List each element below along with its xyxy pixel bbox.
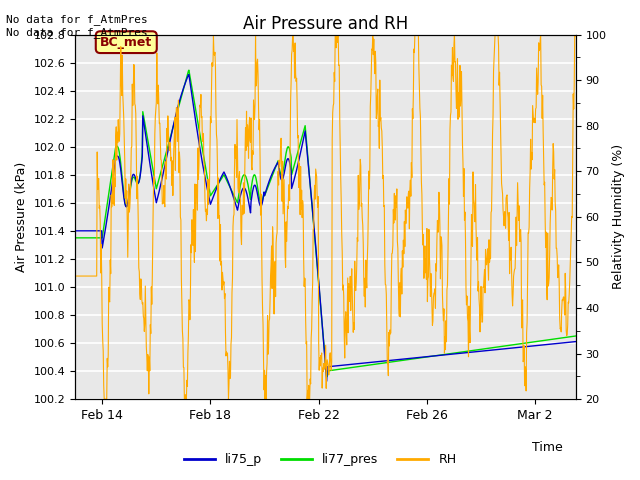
Y-axis label: Relativity Humidity (%): Relativity Humidity (%) — [612, 144, 625, 289]
Title: Air Pressure and RH: Air Pressure and RH — [243, 15, 408, 33]
Text: Time: Time — [532, 441, 563, 454]
Legend: li75_p, li77_pres, RH: li75_p, li77_pres, RH — [179, 448, 461, 471]
Text: No data for f_AtmPres
No data for f_AtmPres: No data for f_AtmPres No data for f_AtmP… — [6, 14, 148, 38]
Y-axis label: Air Pressure (kPa): Air Pressure (kPa) — [15, 162, 28, 272]
Text: BC_met: BC_met — [100, 36, 152, 48]
